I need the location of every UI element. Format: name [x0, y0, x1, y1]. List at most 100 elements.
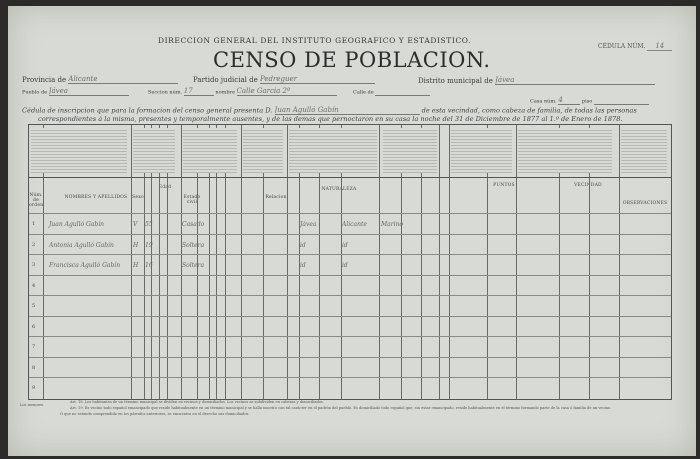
row-name: Juan Agulló Gabín — [49, 221, 105, 228]
row-naturaleza-pueblo: id — [300, 241, 306, 249]
column-rule — [181, 125, 182, 399]
column-rule — [516, 125, 517, 399]
column-rule — [216, 125, 217, 399]
pueblo-value: Jávea — [48, 87, 129, 96]
form-title: CENSO DE POBLACION. — [213, 48, 491, 72]
column-instructions — [31, 128, 127, 173]
column-rule — [619, 125, 620, 399]
row-profesion: Marino — [381, 221, 403, 228]
column-rule — [209, 125, 210, 399]
col-observaciones: OBSERVACIONES — [622, 201, 668, 206]
column-rule — [151, 125, 152, 399]
col-vecindad: VECINDAD — [574, 183, 602, 188]
row-rule — [29, 177, 671, 178]
row-rule — [29, 377, 671, 378]
seccion-value: 17 — [183, 87, 214, 96]
row-estado: Casado — [182, 221, 205, 228]
column-rule — [401, 125, 402, 399]
row-estado: Soltera — [182, 241, 205, 249]
column-instructions — [383, 128, 437, 173]
column-rule — [131, 125, 132, 399]
column-rule — [559, 125, 560, 399]
column-rule — [263, 125, 264, 399]
row-number: 6 — [32, 323, 36, 330]
footer-art19: Art. 19. Es vecino todo español emancipa… — [70, 406, 612, 410]
provincia-field: Provincia de Alicante — [22, 75, 179, 84]
column-rule — [341, 125, 342, 399]
column-rule — [225, 125, 226, 399]
col-num: Núm. de orden — [29, 193, 44, 209]
row-rule — [29, 295, 671, 296]
footer-label: Los menores. — [20, 403, 45, 407]
provincia-value: Alicante — [68, 75, 179, 84]
row-name: Francisca Agulló Gabín — [49, 262, 121, 269]
column-instructions — [133, 128, 175, 173]
row-rule — [29, 315, 671, 317]
head-of-family-name: Juan Agulló Gabín — [274, 106, 420, 115]
column-rule — [319, 125, 320, 399]
row-naturaleza-provincia: id — [342, 262, 348, 269]
col-names: NOMBRES Y APELLIDOS — [64, 195, 128, 200]
column-rule — [487, 125, 488, 399]
cedula-number: CÉDULA NÚM. 14 — [598, 42, 673, 51]
column-rule — [197, 125, 198, 399]
row-number: 9 — [32, 385, 36, 391]
column-rule — [167, 125, 168, 399]
row-sexo: H — [133, 262, 139, 269]
declaration-line2: correspondientes á la misma, presentes y… — [38, 115, 623, 123]
col-edad: Edad — [158, 185, 172, 190]
nombre-label: nombre — [215, 89, 235, 96]
column-rule — [439, 125, 440, 399]
row-number: 1 — [32, 221, 36, 227]
distrito-value: Jávea — [495, 76, 656, 85]
column-rule — [449, 125, 450, 399]
row-rule — [29, 274, 671, 276]
row-name: Antonia Agulló Gabín — [49, 241, 114, 249]
row-rule — [29, 213, 671, 214]
row-sexo: H — [133, 241, 139, 249]
row-sexo: V — [133, 221, 138, 228]
footer-art-note: Ó que no estando comprendido en los párr… — [60, 412, 250, 416]
col-puntos: PUNTOS — [493, 183, 515, 188]
col-relacion: Relacion — [265, 195, 287, 200]
row-naturaleza-provincia: id — [342, 241, 348, 249]
seccion-label: Seccion núm. — [148, 89, 183, 96]
row-edad: 16 — [145, 262, 153, 269]
row-number: 7 — [32, 344, 36, 350]
row-number: 4 — [32, 282, 36, 289]
piso-label: piso — [581, 98, 593, 105]
calle-field: Calle de — [353, 87, 431, 96]
column-rule — [287, 125, 288, 399]
row-number: 5 — [32, 303, 36, 309]
seccion-field: Seccion núm. 17 nombre Calle Garcia 2º — [148, 87, 337, 96]
row-edad: 19 — [145, 241, 153, 249]
casa-value: 4 — [558, 96, 581, 105]
row-estado: Soltera — [182, 262, 205, 269]
column-instructions — [289, 128, 377, 173]
distrito-label: Distrito municipal de — [418, 76, 493, 85]
column-rule — [43, 125, 44, 399]
row-naturaleza-provincia: Alicante — [342, 221, 367, 228]
column-rule — [159, 125, 160, 399]
declaration-text: Cédula de inscripcion que para la formac… — [22, 106, 273, 115]
col-sexo: Sexo — [132, 195, 144, 200]
col-estado: Estado civil — [183, 195, 201, 206]
piso-value — [593, 96, 649, 105]
provincia-label: Provincia de — [22, 75, 67, 84]
row-naturaleza-pueblo: Jávea — [300, 221, 317, 228]
cedula-label: CÉDULA NÚM. — [598, 43, 646, 50]
declaration-text-2: de esta vecindad, como cabeza de familia… — [421, 106, 637, 115]
casa-label: Casa núm. — [530, 98, 557, 105]
row-rule — [29, 233, 671, 235]
calle-label: Calle de — [353, 89, 374, 96]
row-number: 3 — [32, 262, 36, 268]
census-form-page: DIRECCION GENERAL DEL INSTITUTO GEOGRAFI… — [8, 6, 696, 456]
row-rule — [29, 356, 671, 358]
nombre-value: Calle Garcia 2º — [236, 87, 337, 96]
cedula-value: 14 — [647, 42, 673, 51]
column-rule — [379, 125, 380, 399]
agency-heading: DIRECCION GENERAL DEL INSTITUTO GEOGRAFI… — [158, 36, 472, 45]
column-rule — [421, 125, 422, 399]
partido-value: Pedreguer — [259, 75, 375, 84]
row-number: 2 — [32, 241, 36, 248]
